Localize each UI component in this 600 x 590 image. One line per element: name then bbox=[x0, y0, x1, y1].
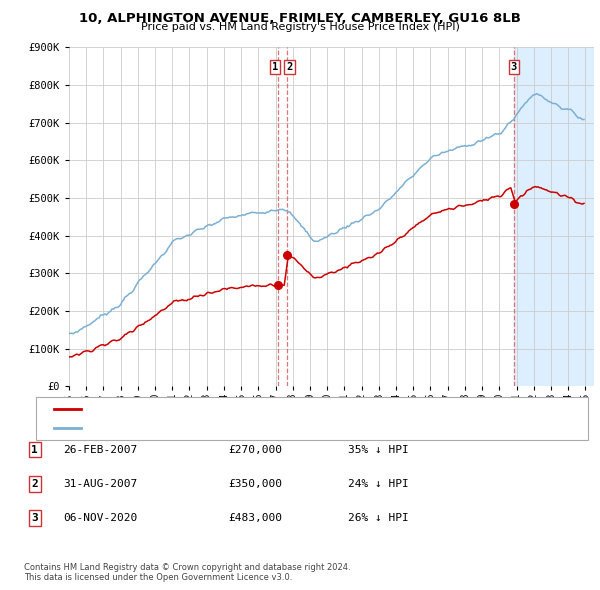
Text: 35% ↓ HPI: 35% ↓ HPI bbox=[348, 445, 409, 454]
Text: This data is licensed under the Open Government Licence v3.0.: This data is licensed under the Open Gov… bbox=[24, 573, 292, 582]
Text: 10, ALPHINGTON AVENUE, FRIMLEY, CAMBERLEY, GU16 8LB: 10, ALPHINGTON AVENUE, FRIMLEY, CAMBERLE… bbox=[79, 12, 521, 25]
Text: £350,000: £350,000 bbox=[228, 479, 282, 489]
Text: £483,000: £483,000 bbox=[228, 513, 282, 523]
Text: Price paid vs. HM Land Registry's House Price Index (HPI): Price paid vs. HM Land Registry's House … bbox=[140, 22, 460, 32]
Text: HPI: Average price, detached house, Surrey Heath: HPI: Average price, detached house, Surr… bbox=[88, 422, 338, 432]
Text: 31-AUG-2007: 31-AUG-2007 bbox=[63, 479, 137, 489]
Bar bbox=[514, 47, 594, 386]
Text: 06-NOV-2020: 06-NOV-2020 bbox=[63, 513, 137, 523]
Text: 2: 2 bbox=[286, 63, 293, 73]
Text: Contains HM Land Registry data © Crown copyright and database right 2024.: Contains HM Land Registry data © Crown c… bbox=[24, 563, 350, 572]
Text: 2: 2 bbox=[31, 479, 38, 489]
Text: 26-FEB-2007: 26-FEB-2007 bbox=[63, 445, 137, 454]
Text: 24% ↓ HPI: 24% ↓ HPI bbox=[348, 479, 409, 489]
Text: 1: 1 bbox=[31, 445, 38, 454]
Text: £270,000: £270,000 bbox=[228, 445, 282, 454]
Text: 3: 3 bbox=[511, 63, 517, 73]
Text: 3: 3 bbox=[31, 513, 38, 523]
Text: 26% ↓ HPI: 26% ↓ HPI bbox=[348, 513, 409, 523]
Text: 1: 1 bbox=[272, 63, 278, 73]
Text: 10, ALPHINGTON AVENUE, FRIMLEY, CAMBERLEY, GU16 8LB (detached house): 10, ALPHINGTON AVENUE, FRIMLEY, CAMBERLE… bbox=[88, 404, 477, 414]
